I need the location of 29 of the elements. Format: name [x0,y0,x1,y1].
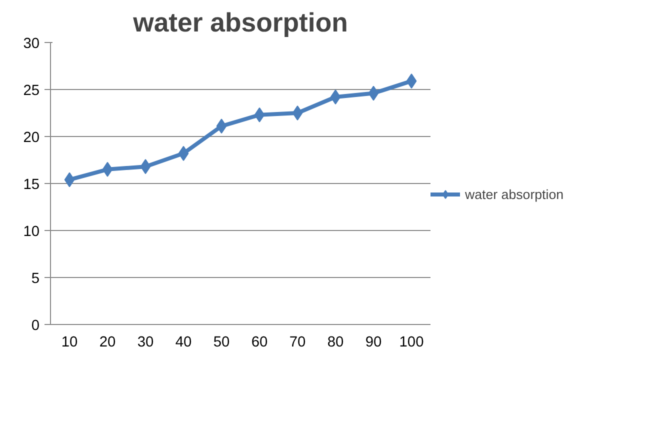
x-tick-label: 10 [61,334,78,350]
x-tick-label: 90 [365,334,382,350]
y-tick-label: 15 [23,177,40,193]
point [216,118,227,134]
point [368,86,379,101]
y-tick-label: 5 [31,271,40,287]
point [102,162,113,177]
point [330,90,341,105]
point [406,74,417,89]
legend-label: water absorption [465,186,564,202]
y-tick-label: 0 [31,318,40,334]
x-tick-label: 40 [175,334,192,350]
x-tick-label: 80 [327,334,344,350]
point [254,107,265,122]
y-tick-label: 25 [23,83,40,99]
chart-title: water absorption [132,8,348,38]
point [140,159,151,174]
x-tick-label: 20 [99,334,116,350]
point [292,106,303,120]
point [64,172,75,188]
y-tick-label: 30 [23,36,40,52]
x-tick-label: 100 [399,334,424,350]
y-tick-label: 20 [23,130,40,146]
x-tick-label: 50 [213,334,230,350]
x-tick-label: 60 [251,334,268,350]
point [178,146,189,161]
y-tick-label: 10 [23,224,40,240]
x-tick-label: 70 [289,334,306,350]
x-tick-label: 30 [137,334,154,350]
